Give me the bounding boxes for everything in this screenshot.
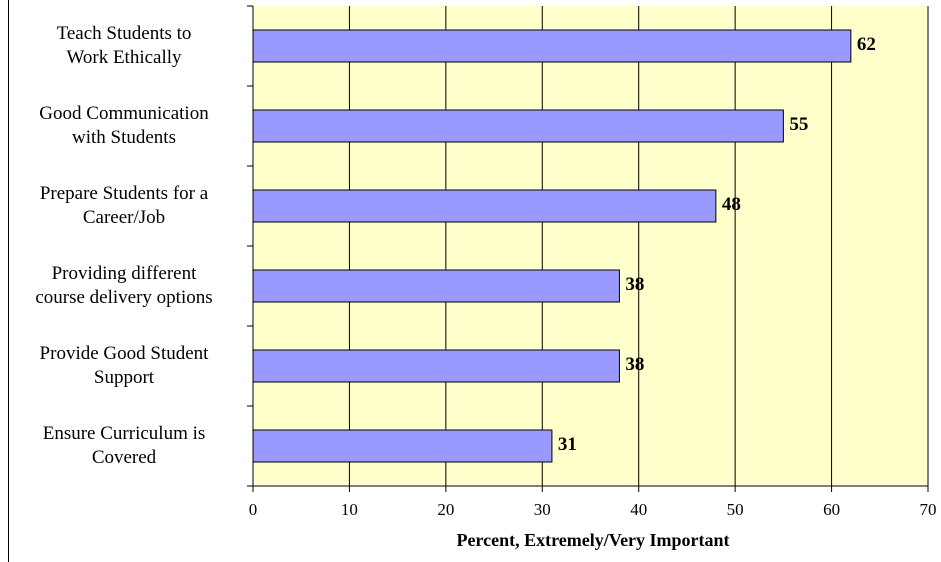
category-label: Providing different course delivery optio… <box>35 263 213 308</box>
bar <box>252 349 620 383</box>
bar-value-label: 38 <box>625 274 645 295</box>
x-tick-label: 70 <box>919 500 937 519</box>
category-label: Good Communication with Students <box>39 103 209 148</box>
x-tick-label: 10 <box>340 500 358 519</box>
bar-value-label: 31 <box>557 434 577 455</box>
bar-value-label: 48 <box>721 194 741 215</box>
bar <box>252 29 852 63</box>
bar <box>252 189 717 223</box>
x-tick-label: 50 <box>726 500 744 519</box>
category-label: Teach Students to Work Ethically <box>56 23 192 68</box>
x-tick-label: 30 <box>533 500 551 519</box>
plot-area <box>253 6 928 486</box>
category-label: Provide Good Student Support <box>39 343 209 388</box>
bar-value-label: 62 <box>856 34 876 55</box>
x-tick-label: 40 <box>630 500 648 519</box>
bar <box>252 109 784 143</box>
x-axis-title: Percent, Extremely/Very Important <box>456 530 730 550</box>
bar <box>252 429 553 463</box>
category-label: Prepare Students for a Career/Job <box>39 183 209 228</box>
bar <box>252 269 620 303</box>
bar-value-label: 38 <box>625 354 645 375</box>
left-frame-line <box>8 0 9 562</box>
x-tick-label: 0 <box>248 500 258 519</box>
x-tick-label: 60 <box>823 500 841 519</box>
category-label: Ensure Curriculum is Covered <box>42 423 206 468</box>
bar-value-label: 55 <box>789 114 809 135</box>
x-tick-label: 20 <box>437 500 455 519</box>
